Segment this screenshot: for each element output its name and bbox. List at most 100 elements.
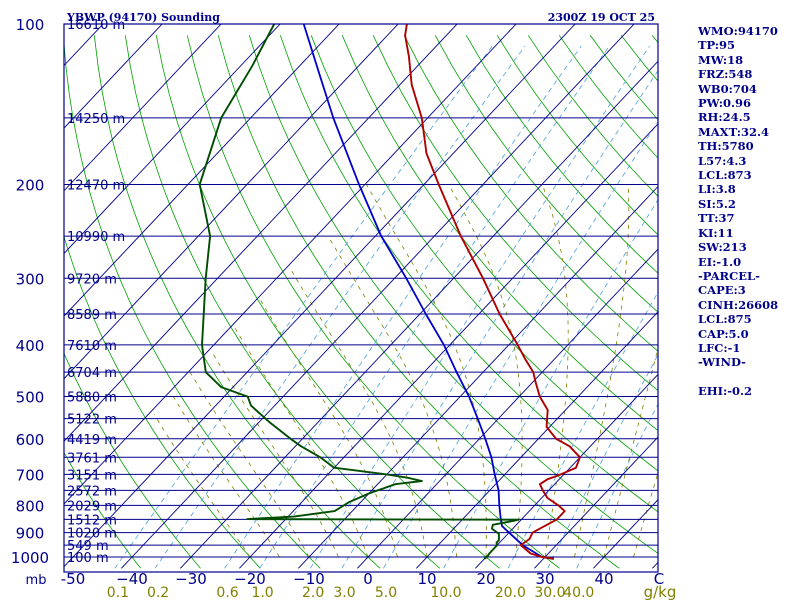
index-item bbox=[698, 370, 800, 384]
index-item: EHI:-0.2 bbox=[698, 384, 753, 399]
mixing-ratio-label: 2.0 bbox=[302, 585, 324, 600]
index-item: WB0:704 bbox=[698, 81, 757, 96]
height-label: 2029 m bbox=[67, 499, 117, 514]
mixing-ratio-label: 0.6 bbox=[216, 585, 238, 600]
dry-adiabats bbox=[64, 35, 658, 569]
temperature-trace bbox=[404, 24, 581, 560]
dewpoint-trace bbox=[198, 24, 520, 560]
dry-adiabat-line bbox=[64, 352, 201, 569]
sounding-profiles bbox=[198, 24, 581, 560]
height-label: 8589 m bbox=[67, 308, 117, 323]
pressure-tick-label: 1000 bbox=[11, 549, 49, 567]
height-label: 7610 m bbox=[67, 339, 117, 354]
isotherm-line bbox=[416, 311, 658, 569]
dry-adiabat-line bbox=[64, 451, 142, 569]
index-item: RH:24.5 bbox=[698, 110, 751, 125]
isotherm-line bbox=[64, 24, 458, 442]
pressure-tick-label: 800 bbox=[16, 497, 45, 515]
isotherm-line bbox=[64, 24, 340, 317]
index-item: TH:5780 bbox=[698, 139, 754, 154]
parcel-trace bbox=[302, 24, 555, 560]
isotherm-line bbox=[64, 24, 517, 505]
moist-adiabat-line bbox=[260, 300, 398, 558]
dry-adiabat-line bbox=[279, 35, 658, 513]
mixing-ratio-line bbox=[114, 45, 493, 569]
height-label: 12470 m bbox=[67, 178, 125, 193]
moist-adiabat-line bbox=[603, 346, 658, 558]
isobars bbox=[64, 23, 658, 558]
isotherm-line bbox=[534, 436, 658, 569]
x-axis-unit-label: C bbox=[654, 570, 664, 588]
chart-title: YBWP (94170) Sounding bbox=[66, 11, 220, 24]
index-item: CAP:5.0 bbox=[698, 326, 749, 341]
mixing-ratio-label: 20.0 bbox=[495, 585, 526, 600]
height-label: 16610 m bbox=[67, 18, 125, 33]
pressure-tick-label: 900 bbox=[16, 525, 45, 543]
index-item: EI:-1.0 bbox=[698, 254, 742, 269]
mixing-ratio-line bbox=[547, 353, 658, 569]
mixing-ratio-label: 1.0 bbox=[251, 585, 273, 600]
temperature-tick-label: 0 bbox=[363, 570, 373, 588]
dry-adiabat-line bbox=[434, 35, 658, 313]
temperature-tick-label: −30 bbox=[175, 570, 207, 588]
height-label: 6704 m bbox=[67, 366, 117, 381]
isotherm-line bbox=[121, 24, 635, 569]
isotherm-line bbox=[64, 24, 281, 255]
height-label: 14250 m bbox=[67, 112, 125, 127]
mixing-ratio-label: 10.0 bbox=[430, 585, 461, 600]
index-item: WMO:94170 bbox=[698, 24, 778, 38]
dry-adiabat-line bbox=[465, 35, 658, 274]
isotherm-line bbox=[64, 24, 399, 380]
mixing-ratio-label: 30.0 bbox=[534, 585, 565, 600]
pressure-tick-label: 400 bbox=[16, 337, 45, 355]
dry-adiabat-line bbox=[310, 35, 658, 472]
index-item: LCL:873 bbox=[698, 168, 752, 183]
temperature-tick-label: 40 bbox=[594, 570, 613, 588]
pressure-tick-label: 300 bbox=[16, 270, 45, 288]
index-item: KI:11 bbox=[698, 225, 734, 240]
index-item: FRZ:548 bbox=[698, 67, 753, 82]
index-item: LFC:-1 bbox=[698, 340, 741, 355]
dry-adiabat-line bbox=[403, 35, 658, 352]
plot-frame bbox=[63, 23, 659, 573]
indices-panel: WMO:94170 TP:95 MW:18 FRZ:548 WB0:704 PW:0.96… bbox=[698, 24, 800, 399]
height-label: 1512 m bbox=[67, 513, 117, 528]
mixing-ratio-line bbox=[154, 45, 526, 569]
index-item: LCL:875 bbox=[698, 312, 752, 327]
dry-adiabat-line bbox=[248, 35, 658, 554]
isotherm-line bbox=[64, 24, 222, 192]
isotherm-line bbox=[357, 248, 658, 569]
moist-adiabat-line bbox=[574, 184, 630, 558]
isotherm-line bbox=[298, 185, 658, 569]
moist-adiabat-line bbox=[210, 350, 339, 558]
chart-datetime: 2300Z 19 OCT 25 bbox=[548, 11, 655, 24]
indices-list: WMO:94170 TP:95 MW:18 FRZ:548 WB0:704 PW:0.96… bbox=[698, 24, 800, 399]
pressure-tick-label: 500 bbox=[16, 389, 45, 407]
mixing-ratio-label: 0.1 bbox=[107, 585, 129, 600]
temperature-tick-label: −20 bbox=[234, 570, 266, 588]
index-item: PW:0.96 bbox=[698, 96, 752, 111]
index-item: -PARCEL- bbox=[698, 268, 760, 283]
height-label: 3761 m bbox=[67, 451, 117, 466]
mixing-ratio-label: 40.0 bbox=[563, 585, 594, 600]
index-item: LI:3.8 bbox=[698, 182, 736, 197]
height-label: 1020 m bbox=[67, 527, 117, 542]
index-item: CINH:26608 bbox=[698, 297, 779, 312]
temperature-tick-label: -50 bbox=[61, 570, 86, 588]
dry-adiabat-line bbox=[372, 35, 658, 392]
dry-adiabat-line bbox=[341, 35, 658, 432]
mixing-ratio-lines bbox=[114, 45, 658, 569]
moist-adiabat-line bbox=[153, 414, 251, 558]
isotherm-line bbox=[64, 24, 163, 129]
height-label: 9720 m bbox=[67, 272, 117, 287]
pressure-tick-label: 200 bbox=[16, 176, 45, 194]
pressure-tick-label: 100 bbox=[16, 16, 45, 34]
index-item: L57:4.3 bbox=[698, 153, 747, 168]
isotherm-line bbox=[475, 373, 658, 569]
temperature-tick-label: 20 bbox=[476, 570, 495, 588]
temperature-tick-label: 10 bbox=[417, 570, 436, 588]
isotherm-line bbox=[239, 123, 658, 569]
mixing-ratio-label: 5.0 bbox=[375, 585, 397, 600]
